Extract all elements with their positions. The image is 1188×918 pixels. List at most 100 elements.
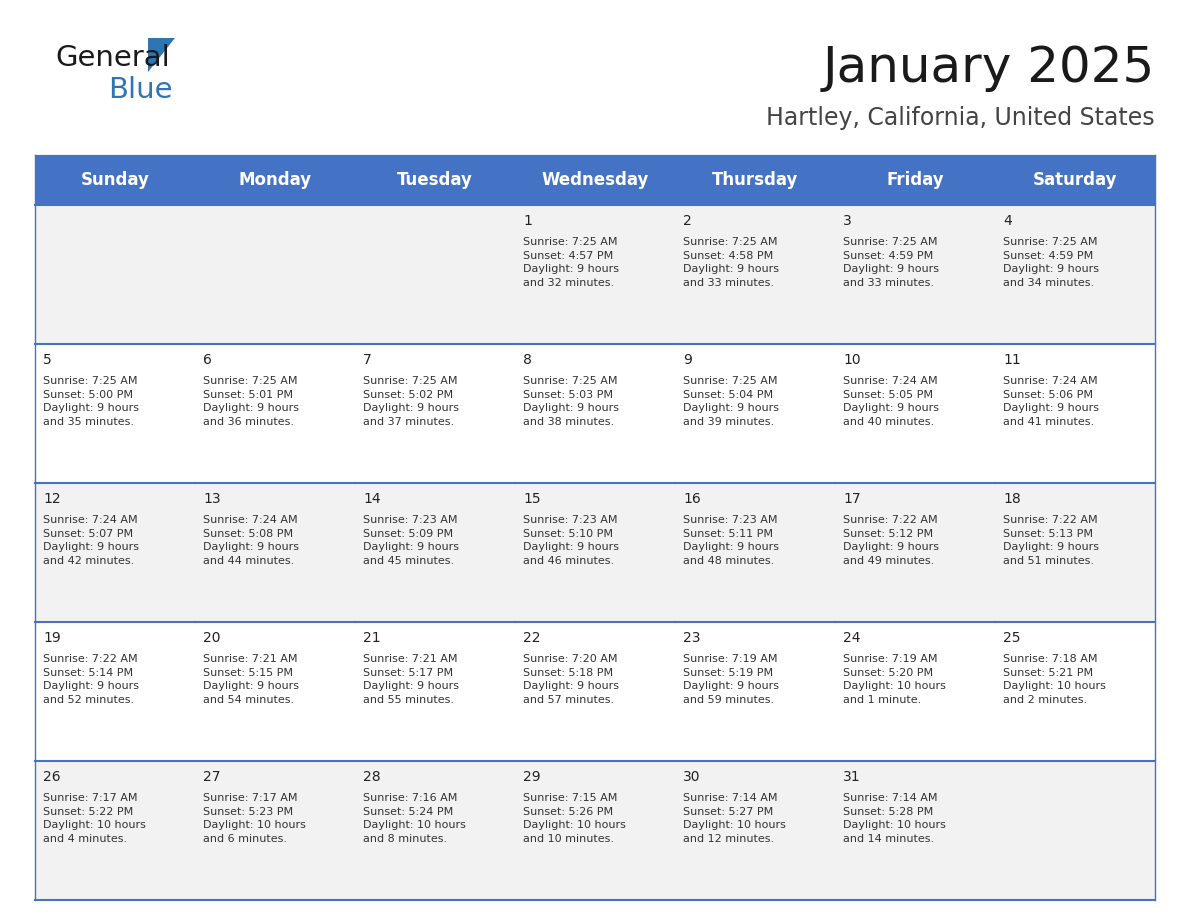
Bar [835, 761, 996, 900]
Text: 28: 28 [364, 770, 380, 784]
Bar [516, 344, 675, 483]
Bar [516, 761, 675, 900]
Text: Sunrise: 7:19 AM
Sunset: 5:20 PM
Daylight: 10 hours
and 1 minute.: Sunrise: 7:19 AM Sunset: 5:20 PM Dayligh… [843, 654, 946, 705]
Bar [516, 622, 675, 761]
Text: 26: 26 [43, 770, 61, 784]
Text: 5: 5 [43, 353, 52, 367]
Text: Sunrise: 7:23 AM
Sunset: 5:11 PM
Daylight: 9 hours
and 48 minutes.: Sunrise: 7:23 AM Sunset: 5:11 PM Dayligh… [683, 515, 779, 565]
Bar [996, 483, 1155, 622]
Bar [34, 205, 195, 344]
Text: Sunrise: 7:14 AM
Sunset: 5:27 PM
Daylight: 10 hours
and 12 minutes.: Sunrise: 7:14 AM Sunset: 5:27 PM Dayligh… [683, 793, 786, 844]
Text: 12: 12 [43, 492, 61, 506]
Text: Sunrise: 7:25 AM
Sunset: 4:57 PM
Daylight: 9 hours
and 32 minutes.: Sunrise: 7:25 AM Sunset: 4:57 PM Dayligh… [523, 237, 619, 288]
Text: Sunrise: 7:25 AM
Sunset: 5:03 PM
Daylight: 9 hours
and 38 minutes.: Sunrise: 7:25 AM Sunset: 5:03 PM Dayligh… [523, 376, 619, 427]
Text: Sunrise: 7:15 AM
Sunset: 5:26 PM
Daylight: 10 hours
and 10 minutes.: Sunrise: 7:15 AM Sunset: 5:26 PM Dayligh… [523, 793, 626, 844]
Bar [195, 483, 355, 622]
Text: Sunrise: 7:17 AM
Sunset: 5:23 PM
Daylight: 10 hours
and 6 minutes.: Sunrise: 7:17 AM Sunset: 5:23 PM Dayligh… [203, 793, 305, 844]
Text: Sunrise: 7:23 AM
Sunset: 5:09 PM
Daylight: 9 hours
and 45 minutes.: Sunrise: 7:23 AM Sunset: 5:09 PM Dayligh… [364, 515, 459, 565]
Text: 24: 24 [843, 631, 860, 645]
Bar [675, 205, 835, 344]
Text: Sunrise: 7:19 AM
Sunset: 5:19 PM
Daylight: 9 hours
and 59 minutes.: Sunrise: 7:19 AM Sunset: 5:19 PM Dayligh… [683, 654, 779, 705]
Text: Sunrise: 7:25 AM
Sunset: 4:59 PM
Daylight: 9 hours
and 34 minutes.: Sunrise: 7:25 AM Sunset: 4:59 PM Dayligh… [1003, 237, 1099, 288]
Text: Sunrise: 7:22 AM
Sunset: 5:12 PM
Daylight: 9 hours
and 49 minutes.: Sunrise: 7:22 AM Sunset: 5:12 PM Dayligh… [843, 515, 939, 565]
Bar [996, 344, 1155, 483]
Bar [996, 205, 1155, 344]
Text: 10: 10 [843, 353, 860, 367]
Text: January 2025: January 2025 [823, 44, 1155, 92]
Bar [34, 344, 195, 483]
Bar [835, 344, 996, 483]
Text: 6: 6 [203, 353, 211, 367]
Text: 20: 20 [203, 631, 221, 645]
Text: Monday: Monday [239, 171, 311, 189]
Bar [34, 761, 195, 900]
Bar [835, 622, 996, 761]
Text: Hartley, California, United States: Hartley, California, United States [766, 106, 1155, 130]
Text: 14: 14 [364, 492, 380, 506]
Bar [996, 622, 1155, 761]
Bar [34, 155, 1155, 205]
Text: Sunrise: 7:22 AM
Sunset: 5:14 PM
Daylight: 9 hours
and 52 minutes.: Sunrise: 7:22 AM Sunset: 5:14 PM Dayligh… [43, 654, 139, 705]
Text: 27: 27 [203, 770, 221, 784]
Bar [195, 622, 355, 761]
Text: 11: 11 [1003, 353, 1020, 367]
Bar [34, 622, 195, 761]
Text: Sunrise: 7:21 AM
Sunset: 5:17 PM
Daylight: 9 hours
and 55 minutes.: Sunrise: 7:21 AM Sunset: 5:17 PM Dayligh… [364, 654, 459, 705]
Text: Sunrise: 7:16 AM
Sunset: 5:24 PM
Daylight: 10 hours
and 8 minutes.: Sunrise: 7:16 AM Sunset: 5:24 PM Dayligh… [364, 793, 466, 844]
Bar [195, 205, 355, 344]
Text: Blue: Blue [108, 76, 172, 104]
Text: Thursday: Thursday [712, 171, 798, 189]
Text: Sunrise: 7:23 AM
Sunset: 5:10 PM
Daylight: 9 hours
and 46 minutes.: Sunrise: 7:23 AM Sunset: 5:10 PM Dayligh… [523, 515, 619, 565]
Polygon shape [148, 38, 175, 72]
Bar [835, 205, 996, 344]
Bar [195, 761, 355, 900]
Bar [835, 483, 996, 622]
Text: 7: 7 [364, 353, 372, 367]
Text: Sunrise: 7:18 AM
Sunset: 5:21 PM
Daylight: 10 hours
and 2 minutes.: Sunrise: 7:18 AM Sunset: 5:21 PM Dayligh… [1003, 654, 1106, 705]
Text: Sunrise: 7:24 AM
Sunset: 5:05 PM
Daylight: 9 hours
and 40 minutes.: Sunrise: 7:24 AM Sunset: 5:05 PM Dayligh… [843, 376, 939, 427]
Text: 15: 15 [523, 492, 541, 506]
Text: 16: 16 [683, 492, 701, 506]
Bar [355, 205, 516, 344]
Text: 30: 30 [683, 770, 701, 784]
Text: Friday: Friday [886, 171, 943, 189]
Text: 2: 2 [683, 214, 691, 228]
Text: Saturday: Saturday [1032, 171, 1117, 189]
Text: Wednesday: Wednesday [542, 171, 649, 189]
Text: Sunrise: 7:24 AM
Sunset: 5:07 PM
Daylight: 9 hours
and 42 minutes.: Sunrise: 7:24 AM Sunset: 5:07 PM Dayligh… [43, 515, 139, 565]
Text: 1: 1 [523, 214, 532, 228]
Text: 13: 13 [203, 492, 221, 506]
Bar [675, 483, 835, 622]
Text: Sunrise: 7:17 AM
Sunset: 5:22 PM
Daylight: 10 hours
and 4 minutes.: Sunrise: 7:17 AM Sunset: 5:22 PM Dayligh… [43, 793, 146, 844]
Text: 18: 18 [1003, 492, 1020, 506]
Text: General: General [55, 44, 170, 72]
Bar [355, 622, 516, 761]
Text: Sunrise: 7:25 AM
Sunset: 4:59 PM
Daylight: 9 hours
and 33 minutes.: Sunrise: 7:25 AM Sunset: 4:59 PM Dayligh… [843, 237, 939, 288]
Bar [34, 483, 195, 622]
Bar [675, 761, 835, 900]
Bar [355, 483, 516, 622]
Text: Sunrise: 7:25 AM
Sunset: 5:02 PM
Daylight: 9 hours
and 37 minutes.: Sunrise: 7:25 AM Sunset: 5:02 PM Dayligh… [364, 376, 459, 427]
Text: Sunrise: 7:25 AM
Sunset: 4:58 PM
Daylight: 9 hours
and 33 minutes.: Sunrise: 7:25 AM Sunset: 4:58 PM Dayligh… [683, 237, 779, 288]
Text: Sunday: Sunday [81, 171, 150, 189]
Text: 31: 31 [843, 770, 860, 784]
Bar [675, 622, 835, 761]
Bar [675, 344, 835, 483]
Text: 9: 9 [683, 353, 691, 367]
Text: 8: 8 [523, 353, 532, 367]
Bar [516, 483, 675, 622]
Text: Sunrise: 7:25 AM
Sunset: 5:01 PM
Daylight: 9 hours
and 36 minutes.: Sunrise: 7:25 AM Sunset: 5:01 PM Dayligh… [203, 376, 299, 427]
Text: Sunrise: 7:24 AM
Sunset: 5:08 PM
Daylight: 9 hours
and 44 minutes.: Sunrise: 7:24 AM Sunset: 5:08 PM Dayligh… [203, 515, 299, 565]
Text: 19: 19 [43, 631, 61, 645]
Text: 23: 23 [683, 631, 701, 645]
Bar [195, 344, 355, 483]
Bar [996, 761, 1155, 900]
Text: 17: 17 [843, 492, 860, 506]
Text: 21: 21 [364, 631, 380, 645]
Text: 22: 22 [523, 631, 541, 645]
Text: 4: 4 [1003, 214, 1012, 228]
Text: Sunrise: 7:25 AM
Sunset: 5:00 PM
Daylight: 9 hours
and 35 minutes.: Sunrise: 7:25 AM Sunset: 5:00 PM Dayligh… [43, 376, 139, 427]
Text: Tuesday: Tuesday [397, 171, 473, 189]
Text: 3: 3 [843, 214, 852, 228]
Text: Sunrise: 7:14 AM
Sunset: 5:28 PM
Daylight: 10 hours
and 14 minutes.: Sunrise: 7:14 AM Sunset: 5:28 PM Dayligh… [843, 793, 946, 844]
